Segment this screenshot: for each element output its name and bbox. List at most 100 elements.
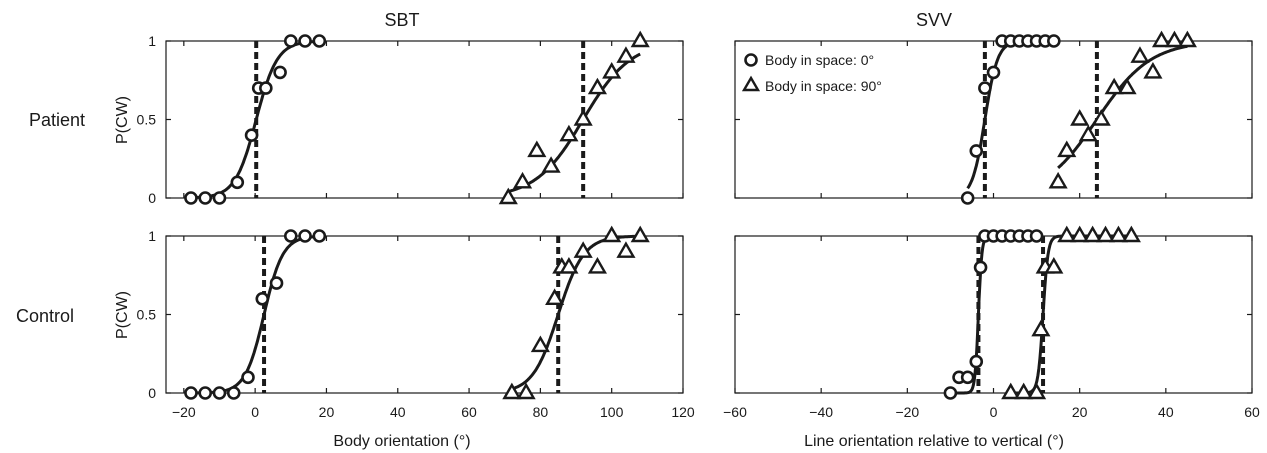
series-body-90-point [630, 225, 650, 243]
x-tick-label: −60 [723, 404, 747, 420]
series-body-90-point [530, 335, 550, 353]
series-body-0-fit-curve [191, 234, 320, 395]
series-body-90-point [1117, 77, 1137, 95]
series-body-90-point [541, 156, 561, 173]
series-body-90-point [1044, 256, 1064, 274]
series-body-90-point [602, 225, 622, 243]
series-body-90-point [1014, 382, 1034, 400]
series-body-0-point [226, 386, 241, 400]
series-body-0-point [273, 65, 287, 80]
panel-patient-svv [734, 30, 1253, 205]
series-body-90-point [502, 382, 522, 400]
series-body-90-point [1130, 46, 1150, 63]
series-body-90-point [1057, 225, 1077, 243]
x-tick-label: 0 [251, 404, 259, 420]
series-body-0-fit-curve [950, 234, 1037, 395]
column-title-sbt: SBT [384, 10, 419, 30]
series-body-90-point [573, 241, 593, 258]
series-body-90-point [1031, 319, 1051, 337]
series-body-0-point [969, 354, 984, 369]
series-body-90-point [1070, 225, 1090, 243]
panel-control-sbt: 0 0.5 1 −20 0 20 40 60 80 100 120 [137, 225, 695, 420]
x-tick-label: 40 [1158, 404, 1174, 420]
series-body-0-point [960, 370, 975, 385]
series-body-90-fit-curve [1057, 44, 1188, 170]
series-body-90-point [1057, 140, 1077, 158]
series-body-90-point [1104, 77, 1124, 95]
series-body-0-point [244, 128, 259, 142]
x-tick-label: 60 [1244, 404, 1260, 420]
series-body-0-point [969, 144, 984, 158]
series-body-90-point [1070, 109, 1090, 126]
series-body-90-point [1121, 225, 1141, 243]
x-tick-label: 80 [533, 404, 549, 420]
series-body-90-point [587, 77, 608, 95]
series-body-90-point [1091, 109, 1111, 126]
series-body-0-fit-curve [966, 39, 1054, 190]
series-body-90-point [616, 46, 636, 63]
series-body-0-point [184, 386, 198, 400]
legend-label-0: Body in space: 0° [765, 52, 874, 68]
series-body-90-point [559, 124, 579, 142]
y-tick-label: 1 [148, 228, 156, 244]
row-label-patient: Patient [29, 110, 85, 130]
legend-triangle-marker [741, 75, 761, 92]
series-body-0-point [212, 191, 227, 205]
x-tick-label: 60 [461, 404, 477, 420]
x-tick-label: 120 [671, 404, 695, 420]
x-tick-label: 100 [600, 404, 624, 420]
series-body-90-point [559, 256, 579, 274]
series-body-0-point [283, 229, 298, 243]
y-tick-label: 0.5 [137, 307, 157, 323]
series-body-90-point [587, 256, 608, 274]
series-body-90-point [616, 241, 636, 258]
x-tick-label: 20 [319, 404, 335, 420]
series-body-90-point [1001, 382, 1021, 400]
panel-frame [165, 235, 684, 394]
series-body-90-point [1095, 225, 1116, 243]
x-tick-label: 0 [990, 404, 998, 420]
series-body-0-point [184, 191, 198, 205]
series-body-0-point [230, 175, 245, 190]
series-body-90-fit-curve [511, 234, 641, 391]
x-axis-label-sbt: Body orientation (°) [333, 433, 470, 450]
series-body-90-point [1143, 61, 1163, 79]
series-body-90-point [512, 171, 533, 189]
series-body-90-point [1027, 382, 1047, 400]
series-body-0-point [259, 81, 273, 95]
series-body-0-point [198, 191, 213, 205]
series-body-0-point [973, 260, 988, 275]
series-body-90-point [1151, 30, 1172, 48]
series-body-0-point [241, 370, 255, 385]
series-body-90-point [527, 140, 547, 158]
series-body-90-point [498, 187, 518, 205]
series-body-90-point [1164, 30, 1185, 48]
y-axis-label-control: P(CW) [114, 291, 131, 339]
x-tick-label: −40 [809, 404, 833, 420]
y-tick-label: 0 [148, 385, 156, 401]
series-body-0-point [312, 229, 327, 243]
series-body-0-point [1029, 229, 1044, 243]
y-tick-label: 0 [148, 190, 156, 206]
row-label-control: Control [16, 306, 74, 326]
x-axis-label-svv: Line orientation relative to vertical (°… [804, 433, 1064, 450]
series-body-90-point [545, 288, 565, 305]
series-body-90-point [1048, 171, 1068, 189]
series-body-0-point [978, 81, 992, 95]
column-title-svv: SVV [916, 10, 952, 30]
y-tick-label: 1 [148, 33, 156, 49]
series-body-0-point [255, 291, 270, 306]
series-body-90-point [1083, 225, 1103, 243]
panel-control-svv: −60 −40 −20 0 20 40 60 [723, 225, 1260, 420]
series-body-0-point [198, 386, 213, 400]
series-body-0-point [212, 386, 227, 400]
series-body-0-point [960, 191, 975, 205]
series-body-90-fit-curve [508, 52, 641, 193]
series-body-0-point [943, 386, 958, 400]
panel-frame [734, 235, 1253, 394]
series-body-90-point [1108, 225, 1129, 243]
x-tick-label: −20 [172, 404, 196, 420]
y-axis-label-patient: P(CW) [114, 96, 131, 144]
